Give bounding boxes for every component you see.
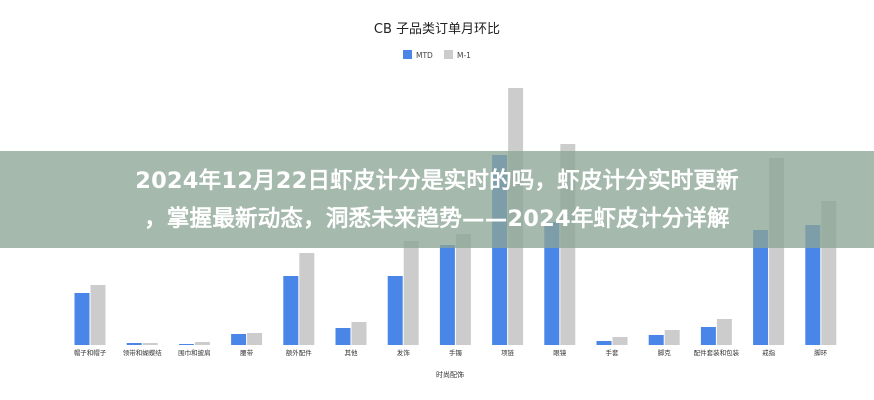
x-tick-label: 眼镜 — [553, 348, 567, 357]
x-tick-label: 配件套装和包装 — [694, 348, 740, 357]
legend-label-m1: M-1 — [457, 51, 471, 60]
x-tick-label: 发饰 — [397, 348, 411, 357]
bar-m1 — [612, 337, 628, 345]
bar-mtd — [231, 334, 247, 345]
bar-mtd — [126, 343, 142, 345]
x-tick-label: 帽子和帽子 — [74, 348, 107, 357]
chart-title: CB 子品类订单月环比 — [374, 22, 500, 37]
legend-swatch-mtd — [403, 50, 412, 59]
bar-m1 — [664, 330, 680, 345]
x-tick-label: 腰带 — [240, 349, 254, 357]
bar-mtd — [283, 276, 299, 345]
bar-mtd — [387, 276, 403, 345]
bar-m1 — [299, 253, 315, 345]
bar-m1 — [247, 333, 263, 345]
bar-mtd — [439, 245, 455, 345]
bar-mtd — [74, 293, 90, 345]
x-tick-label: 领带和蝴蝶结 — [123, 348, 163, 357]
bar-m1 — [351, 322, 367, 345]
x-tick-label: 脚环 — [814, 348, 828, 357]
bar-m1 — [403, 241, 419, 345]
x-tick-label: 脚克 — [658, 348, 672, 357]
x-tick-label: 手套 — [606, 348, 620, 357]
x-tick-label: 围巾和披肩 — [178, 348, 211, 357]
bar-mtd — [753, 230, 769, 345]
legend: MTD M-1 — [403, 50, 471, 60]
legend-label-mtd: MTD — [416, 51, 433, 60]
bar-m1 — [716, 319, 732, 345]
bar-mtd — [648, 335, 664, 345]
bar-mtd — [335, 328, 351, 345]
bar-mtd — [805, 225, 821, 345]
bar-m1 — [455, 234, 471, 345]
bar-mtd — [596, 341, 612, 345]
bar-mtd — [700, 327, 716, 345]
x-tick-label: 其他 — [345, 348, 359, 357]
caption-line-1: 2024年12月22日虾皮计分是实时的吗，虾皮计分实时更新 — [135, 167, 739, 194]
x-tick-label: 额外配件 — [286, 348, 313, 357]
x-axis-label: 时尚配饰 — [436, 370, 464, 379]
bar-mtd — [178, 344, 194, 345]
bar-mtd — [544, 222, 560, 345]
x-tick-label: 手镯 — [449, 348, 463, 357]
x-tick-label: 戒指 — [762, 348, 776, 357]
x-tick-label: 项链 — [501, 348, 515, 357]
caption-line-2: ，掌握最新动态，洞悉未来趋势——2024年虾皮计分详解 — [144, 205, 730, 232]
bar-m1 — [90, 285, 106, 345]
overlay-caption-band: 2024年12月22日虾皮计分是实时的吗，虾皮计分实时更新 ，掌握最新动态，洞悉… — [0, 151, 874, 248]
legend-swatch-m1 — [444, 50, 453, 59]
bar-m1 — [194, 342, 210, 345]
bar-m1 — [142, 343, 158, 345]
